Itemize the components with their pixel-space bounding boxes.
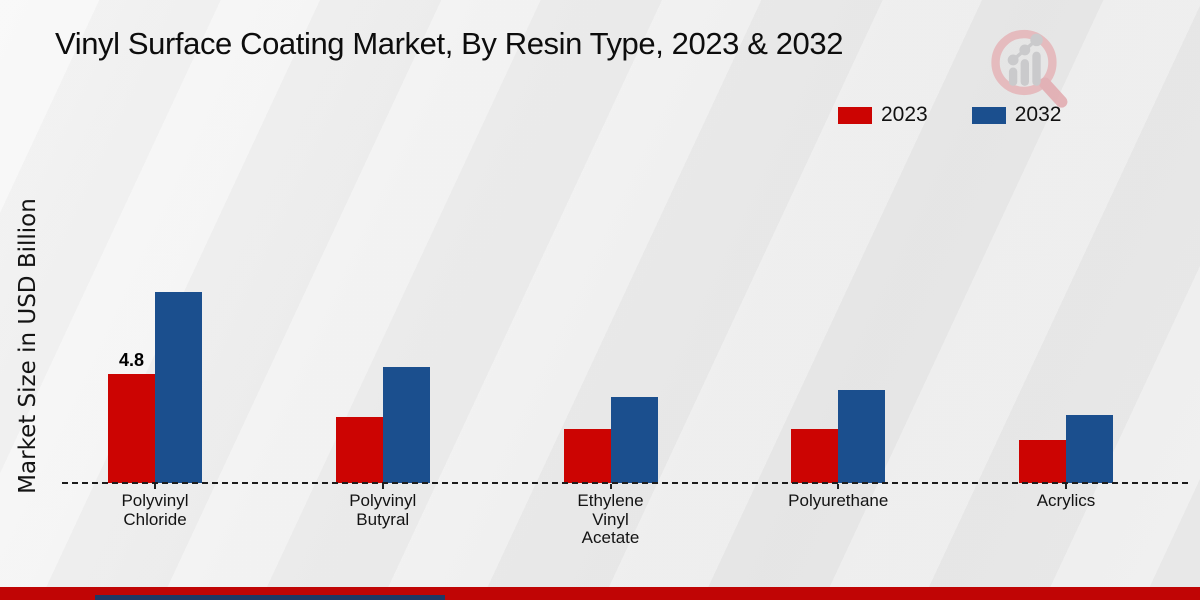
bar-2032-polyvinyl-chloride [155, 292, 202, 483]
legend: 2023 2032 [838, 103, 1061, 127]
bar-2023-polyvinyl-butyral [335, 417, 383, 483]
bar-2023-polyurethane [791, 429, 839, 483]
x-axis-tick [609, 484, 612, 489]
footer-accent-bar [95, 595, 445, 600]
legend-item-2032: 2032 [971, 103, 1062, 127]
category-label-polyvinyl-chloride: Polyvinyl Chloride [121, 491, 189, 529]
bar-2023-acrylics [1019, 440, 1066, 483]
legend-label: 2023 [881, 103, 928, 126]
category-label-polyvinyl-butyral: Polyvinyl Butyral [349, 491, 417, 529]
category-label-acrylics: Acrylics [1036, 491, 1096, 510]
legend-label: 2032 [1014, 103, 1062, 126]
bar-2023-polyvinyl-chloride [108, 374, 155, 483]
data-label: 4.8 [118, 350, 145, 370]
bar-2032-polyurethane [838, 390, 886, 483]
category-label-polyurethane: Polyurethane [788, 491, 889, 510]
magnifier-bar-chart-logo-icon [991, 29, 1068, 108]
legend-swatch [838, 106, 872, 124]
bar-2023-ethylene-vinyl-acetate [563, 429, 611, 483]
x-axis-baseline [62, 482, 1188, 484]
x-axis-tick [837, 484, 840, 489]
bar-2032-polyvinyl-butyral [382, 367, 430, 483]
legend-swatch [971, 106, 1006, 124]
legend-item-2023: 2023 [838, 103, 928, 127]
category-label-ethylene-vinyl-acetate: Ethylene Vinyl Acetate [577, 491, 644, 547]
x-axis-tick [154, 484, 156, 489]
bar-2032-acrylics [1066, 415, 1113, 483]
x-axis-tick [1065, 484, 1067, 489]
x-axis-tick [381, 484, 384, 489]
bar-2032-ethylene-vinyl-acetate [610, 397, 658, 483]
chart-title: Vinyl Surface Coating Market, By Resin T… [55, 26, 844, 61]
